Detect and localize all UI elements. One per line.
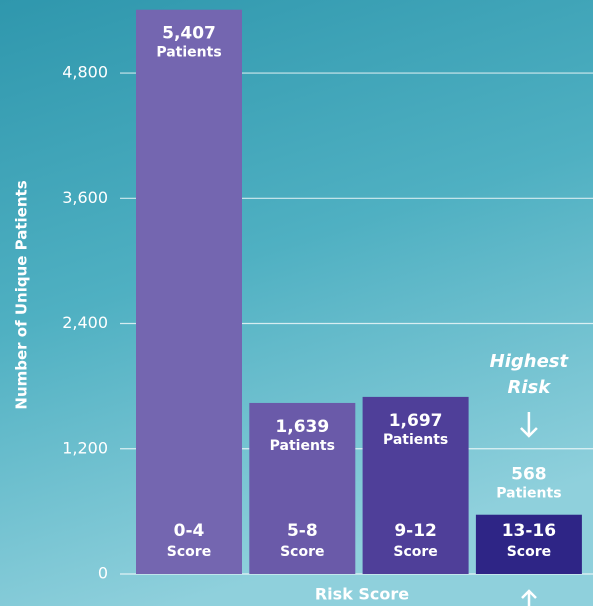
y-tick-label: 3,600: [62, 188, 108, 207]
annotation: Highest: [490, 351, 570, 372]
value-label-unit: Patients: [496, 486, 561, 502]
category-label: 9-12: [394, 521, 437, 541]
value-label: 5,407: [162, 24, 216, 44]
value-label-unit: Patients: [270, 438, 335, 454]
value-label: 1,697: [389, 411, 443, 431]
x-axis-label: Risk Score: [315, 585, 409, 604]
value-label-unit: Patients: [383, 432, 448, 448]
category-label: 13-16: [502, 521, 556, 541]
category-unit: Score: [507, 544, 551, 560]
category-label: 0-4: [174, 521, 205, 541]
y-tick-label: 2,400: [62, 313, 108, 332]
category-unit: Score: [167, 544, 211, 560]
value-label: 1,639: [275, 417, 329, 437]
up-arrow: [521, 589, 537, 606]
y-axis-label: Number of Unique Patients: [13, 180, 31, 409]
y-tick-label: 0: [98, 564, 108, 583]
annotation-arrow: [520, 412, 538, 438]
value-label: 568: [511, 465, 547, 485]
y-tick-label: 4,800: [62, 63, 108, 82]
category-unit: Score: [393, 544, 437, 560]
category-unit: Score: [280, 544, 324, 560]
category-label: 5-8: [287, 521, 318, 541]
bar: [362, 396, 469, 574]
bar: [249, 402, 356, 574]
bar: [475, 514, 582, 574]
y-tick-label: 1,200: [62, 438, 108, 457]
bar: [136, 9, 242, 575]
annotation: Risk: [508, 377, 552, 398]
value-label-unit: Patients: [156, 45, 221, 61]
